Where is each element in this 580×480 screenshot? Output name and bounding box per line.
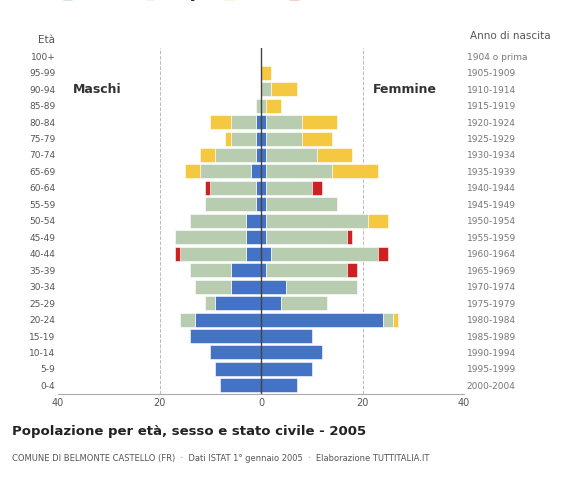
Bar — [261, 263, 266, 277]
Bar — [261, 181, 266, 195]
Bar — [287, 280, 357, 294]
Text: Età: Età — [38, 35, 56, 45]
Bar — [205, 181, 210, 195]
Bar — [271, 82, 296, 96]
Bar — [383, 312, 393, 326]
Bar — [190, 263, 230, 277]
Bar — [215, 362, 261, 376]
Bar — [302, 115, 337, 129]
Bar — [246, 230, 261, 244]
Bar — [246, 247, 261, 261]
Bar — [261, 148, 266, 162]
Bar — [261, 197, 266, 211]
Bar — [261, 115, 266, 129]
Bar — [256, 132, 261, 145]
Bar — [266, 197, 337, 211]
Text: Femmine: Femmine — [372, 83, 437, 96]
Bar — [205, 197, 256, 211]
Bar — [261, 98, 266, 113]
Bar — [378, 247, 388, 261]
Bar — [368, 214, 388, 228]
Bar — [230, 115, 256, 129]
Bar — [180, 312, 195, 326]
Bar — [332, 165, 378, 179]
Bar — [317, 148, 352, 162]
Bar — [215, 296, 261, 310]
Bar — [185, 165, 200, 179]
Bar — [261, 230, 266, 244]
Bar — [261, 362, 311, 376]
Bar — [230, 263, 261, 277]
Text: Maschi: Maschi — [73, 83, 122, 96]
Text: Popolazione per età, sesso e stato civile - 2005: Popolazione per età, sesso e stato civil… — [12, 425, 366, 438]
Bar — [251, 165, 261, 179]
Bar — [180, 247, 246, 261]
Bar — [261, 66, 271, 80]
Bar — [256, 181, 261, 195]
Bar — [230, 280, 261, 294]
Bar — [226, 132, 230, 145]
Bar — [175, 230, 246, 244]
Bar — [256, 197, 261, 211]
Bar — [261, 247, 271, 261]
Bar — [210, 181, 256, 195]
Bar — [266, 181, 311, 195]
Bar — [256, 115, 261, 129]
Bar — [266, 214, 368, 228]
Bar — [256, 148, 261, 162]
Bar — [266, 165, 332, 179]
Text: COMUNE DI BELMONTE CASTELLO (FR)  ·  Dati ISTAT 1° gennaio 2005  ·  Elaborazione: COMUNE DI BELMONTE CASTELLO (FR) · Dati … — [12, 454, 429, 463]
Bar — [281, 296, 327, 310]
Bar — [246, 214, 261, 228]
Bar — [261, 82, 271, 96]
Bar — [266, 132, 302, 145]
Bar — [266, 230, 347, 244]
Bar — [266, 263, 347, 277]
Bar — [347, 230, 352, 244]
Bar — [261, 378, 296, 392]
Bar — [210, 346, 261, 360]
Bar — [190, 329, 261, 343]
Bar — [195, 280, 230, 294]
Bar — [261, 312, 383, 326]
Bar — [261, 296, 281, 310]
Bar — [210, 115, 230, 129]
Bar — [311, 181, 322, 195]
Bar — [261, 329, 311, 343]
Bar — [261, 346, 322, 360]
Bar — [256, 98, 261, 113]
Bar — [175, 247, 180, 261]
Bar — [266, 98, 281, 113]
Bar — [266, 148, 317, 162]
Bar — [190, 214, 246, 228]
Bar — [205, 296, 215, 310]
Bar — [220, 378, 261, 392]
Bar — [261, 214, 266, 228]
Bar — [261, 165, 266, 179]
Bar — [261, 132, 266, 145]
Bar — [230, 132, 256, 145]
Bar — [195, 312, 261, 326]
Bar — [200, 148, 215, 162]
Bar — [393, 312, 398, 326]
Bar — [261, 280, 287, 294]
Text: Anno di nascita: Anno di nascita — [470, 31, 550, 41]
Bar — [302, 132, 332, 145]
Bar — [347, 263, 357, 277]
Bar — [200, 165, 251, 179]
Bar — [271, 247, 378, 261]
Bar — [215, 148, 256, 162]
Bar — [266, 115, 302, 129]
